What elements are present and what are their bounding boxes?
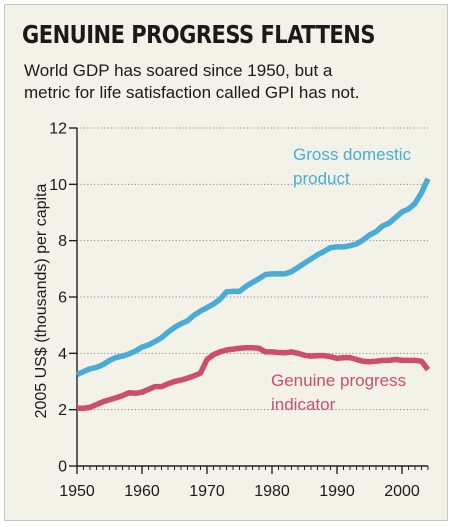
y-tick-label: 0 [58,459,67,476]
x-tick-label: 1960 [124,483,160,500]
y-tick-label: 4 [58,346,67,363]
y-tick-label: 6 [58,290,67,307]
x-tick-label: 1950 [59,483,95,500]
y-tick-label: 8 [58,233,67,250]
chart-subtitle: World GDP has soared since 1950, but a m… [24,61,360,102]
gpi-series-line [77,344,431,412]
x-tick-label: 2000 [384,483,420,500]
chart-frame [4,4,448,521]
y-tick-label: 2 [58,402,67,419]
y-tick-label: 12 [49,121,67,138]
gpi-series-label: indicator [271,395,336,414]
gdp-series-line [75,177,431,378]
y-tick-label: 10 [49,177,67,194]
x-tick-label: 1990 [319,483,355,500]
x-tick-label: 1980 [254,483,290,500]
gdp-series-label: product [293,169,350,188]
x-tick-label: 1970 [189,483,225,500]
y-axis-title: 2005 US$ (thousands) per capita [33,183,50,418]
gpi-series-label: Genuine progress [271,371,406,390]
chart-title: GENUINE PROGRESS FLATTENS [22,20,375,49]
gdp-series-label: Gross domestic [293,145,412,164]
